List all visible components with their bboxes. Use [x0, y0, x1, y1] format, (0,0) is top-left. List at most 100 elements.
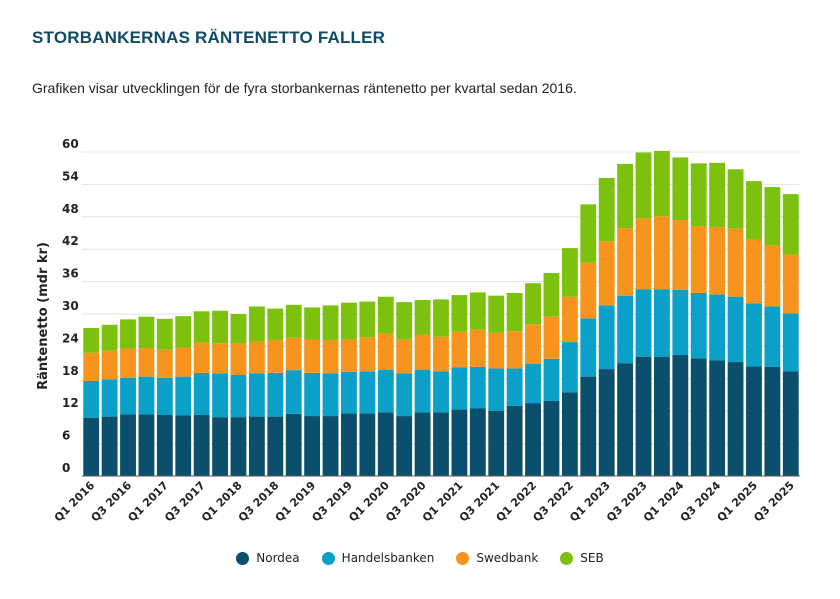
bar-segment [212, 373, 228, 418]
bar-segment [598, 305, 615, 370]
bar-segment [488, 368, 505, 411]
bar-segment [525, 363, 541, 404]
bar-segment [617, 163, 634, 229]
bar-segment [580, 318, 597, 377]
bar-segment [138, 414, 155, 476]
bar-segment [138, 376, 155, 415]
bar-segment [506, 368, 523, 406]
bar-segment [469, 292, 486, 330]
y-tick-label: 24 [62, 331, 79, 345]
bar-segment [101, 324, 118, 351]
bar-segment [230, 314, 247, 344]
bar-segment [782, 313, 799, 372]
y-tick-label: 6 [62, 429, 70, 443]
bar-segment [322, 339, 339, 374]
bar-segment [138, 316, 155, 349]
bar-segment [654, 150, 670, 217]
bar-segment [782, 254, 799, 314]
bar-segment [746, 181, 762, 240]
bar-segment [617, 295, 634, 364]
bar-segment [267, 308, 284, 340]
bar-segment [672, 220, 689, 290]
bar-segment [469, 408, 486, 476]
bar-segment [506, 405, 523, 476]
bar-segment [341, 339, 357, 372]
bar-segment [377, 369, 394, 413]
bar-segment [690, 292, 707, 359]
bar-segment [230, 343, 247, 376]
bar-segment [525, 324, 541, 364]
y-tick-label: 18 [62, 364, 79, 378]
bar-segment [746, 239, 762, 304]
bar-segment [267, 416, 284, 476]
bar-segment [598, 241, 615, 306]
legend-label: Swedbank [476, 551, 539, 565]
bar-segment [617, 228, 634, 296]
bar-segment [212, 343, 228, 374]
bar-segment [341, 371, 357, 414]
bar-segment [359, 301, 376, 338]
bar-segment [248, 416, 265, 476]
bar-segment [672, 355, 689, 476]
bar-segment [764, 187, 781, 246]
bar-segment [304, 307, 321, 340]
y-axis-label: Räntenetto (mdr kr) [36, 242, 51, 390]
bar-segment [469, 329, 486, 367]
bar-segment [359, 371, 376, 414]
bar-segment [654, 356, 670, 476]
bar-segment [341, 413, 357, 476]
bar-segment [506, 331, 523, 369]
bar-segment [322, 373, 339, 417]
bar-segment [727, 228, 744, 297]
bar-segment [138, 348, 155, 377]
bar-segment [414, 412, 431, 476]
y-tick-label: 36 [62, 267, 79, 281]
bar-segment [267, 339, 284, 373]
y-tick-label: 12 [62, 396, 79, 410]
legend-swatch [236, 551, 250, 565]
chart-subtitle: Grafiken visar utvecklingen för de fyra … [32, 80, 577, 96]
bar-segment [635, 218, 652, 290]
bar-segment [285, 413, 302, 476]
bar-segment [709, 360, 726, 476]
bar-segment [304, 416, 321, 476]
bar-segment [543, 316, 560, 359]
bar-segment [672, 157, 689, 221]
bar-segment [101, 416, 118, 476]
bar-segment [377, 333, 394, 370]
bar-segment [414, 299, 431, 335]
bar-segment [120, 319, 136, 349]
bar-segment [561, 342, 578, 393]
legend-item: Handelsbanken [321, 551, 434, 565]
bar-segment [561, 296, 578, 343]
bar-segment [267, 372, 284, 417]
bar-segment [175, 415, 192, 476]
bar-segment [359, 337, 376, 372]
x-tick-label: Q3 2025 [751, 479, 797, 525]
bar-segment [322, 416, 339, 476]
bar-segment [709, 162, 726, 228]
legend-swatch [560, 551, 574, 565]
bar-segment [212, 310, 228, 344]
bar-segment [396, 302, 413, 340]
bar-segment [341, 302, 357, 340]
bar-segment [488, 410, 505, 476]
bar-segment [285, 370, 302, 414]
bar-segment [175, 376, 192, 416]
bar-segment [764, 245, 781, 307]
bar-segment [212, 417, 228, 476]
legend-item: Swedbank [456, 551, 538, 565]
bar-segment [561, 248, 578, 297]
bar-segment [727, 296, 744, 363]
legend-item: SEB [560, 551, 604, 565]
chart-title: STORBANKERNAS RÄNTENETTO FALLER [32, 28, 386, 47]
bar-segment [451, 295, 468, 332]
bar-segment [396, 373, 413, 417]
bar-segment [451, 331, 468, 368]
bar-segment [83, 328, 100, 353]
bar-segment [433, 412, 449, 476]
bar-segment [727, 362, 744, 476]
bar-segment [506, 292, 523, 332]
bar-segment [396, 339, 413, 374]
